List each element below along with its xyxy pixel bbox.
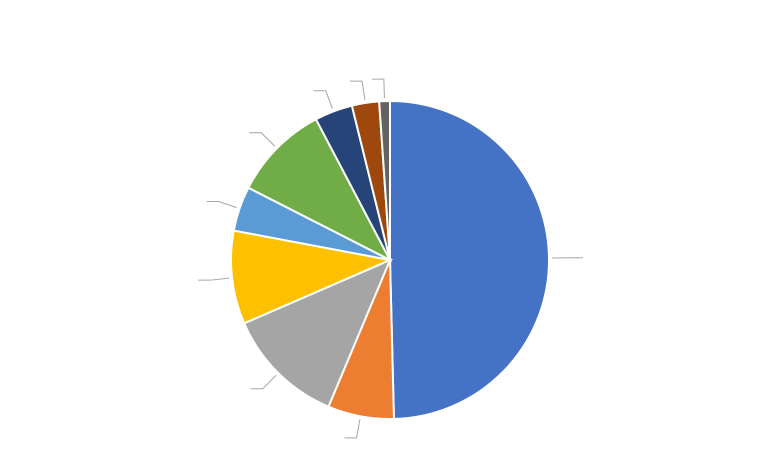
pie-slice-4 [230, 229, 394, 325]
pie-slice-3 [242, 258, 392, 408]
leader-line-6 [249, 132, 276, 147]
leader-line-5 [206, 201, 237, 209]
pie-slice-1 [389, 99, 550, 420]
leader-line-7 [313, 90, 333, 109]
leader-line-2 [344, 419, 361, 439]
leader-line-3 [250, 374, 277, 390]
pie-slice-6 [247, 117, 393, 263]
leader-line-8 [350, 80, 366, 101]
leader-line-4 [198, 277, 230, 281]
pie-slice-9 [378, 99, 391, 261]
leader-line-9 [371, 78, 385, 99]
